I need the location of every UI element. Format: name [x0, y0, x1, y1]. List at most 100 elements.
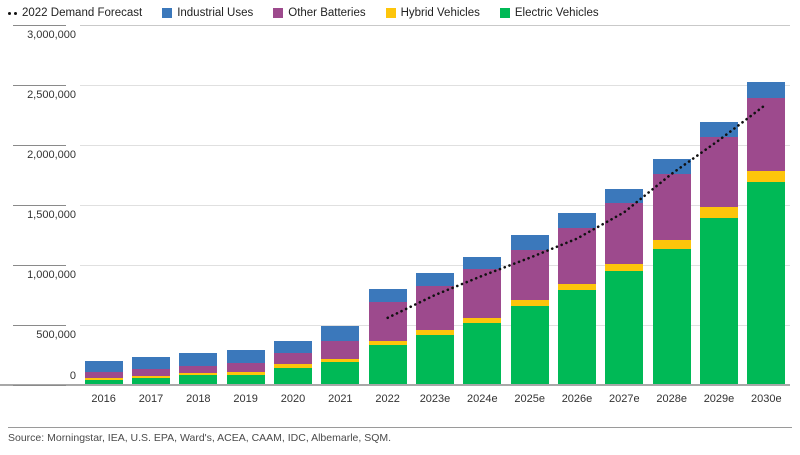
bar-2028e-electric-vehicles: [652, 248, 691, 385]
bar-2025e-industrial-uses: [510, 235, 549, 250]
gridline-1500000: [80, 205, 790, 206]
legend-swatch-icon: [385, 8, 396, 18]
y-axis-tick: [13, 145, 66, 146]
x-axis-label-2017: 2017: [138, 393, 164, 405]
gridline-2500000: [80, 85, 790, 86]
gridline-1000000: [80, 265, 790, 266]
legend-label: Hybrid Vehicles: [400, 7, 480, 19]
x-axis-label-2019: 2019: [233, 393, 258, 405]
bar-2023e-electric-vehicles: [416, 335, 454, 385]
y-axis-tick: [13, 265, 66, 266]
legend-label: Other Batteries: [288, 7, 366, 19]
bar-2016-other-batteries: [84, 372, 123, 379]
bar-2024e-other-batteries: [463, 269, 502, 319]
bar-2021-hybrid-vehicles: [321, 358, 360, 363]
bar-2018-industrial-uses: [179, 352, 218, 366]
bar-2020-electric-vehicles: [274, 367, 312, 385]
bar-2022-hybrid-vehicles: [368, 340, 407, 345]
x-axis-label-2028e: 2028e: [656, 393, 687, 405]
bar-2026e-electric-vehicles: [558, 290, 596, 385]
bar-2028e-hybrid-vehicles: [652, 240, 691, 249]
bar-2026e-hybrid-vehicles: [558, 283, 596, 291]
bar-2027e-electric-vehicles: [605, 271, 644, 385]
bar-2019-hybrid-vehicles: [226, 372, 265, 376]
bar-2030e-other-batteries: [747, 97, 786, 172]
y-axis-tick: [13, 205, 66, 206]
y-axis-tick: [13, 25, 66, 26]
bar-2025e-hybrid-vehicles: [510, 300, 549, 306]
y-axis-label: 1,000,000: [27, 269, 76, 281]
x-axis-label-2026e: 2026e: [561, 393, 593, 405]
x-axis-label-2016: 2016: [91, 393, 116, 405]
bar-2021-electric-vehicles: [321, 362, 360, 385]
bar-2019-other-batteries: [226, 362, 265, 373]
bar-2022-electric-vehicles: [368, 344, 407, 385]
bar-2017-electric-vehicles: [132, 377, 170, 385]
x-axis-label-2020: 2020: [280, 393, 306, 405]
legend-label: 2022 Demand Forecast: [22, 7, 143, 19]
legend-item-other-batteries: Other Batteries: [273, 7, 366, 19]
y-axis-tick: [13, 325, 66, 326]
bar-2024e-electric-vehicles: [463, 323, 502, 385]
bar-2030e-industrial-uses: [747, 82, 786, 98]
y-axis-label: 1,500,000: [27, 209, 76, 221]
bar-2016-hybrid-vehicles: [84, 378, 123, 380]
bar-2022-industrial-uses: [368, 289, 407, 303]
y-axis-tick: [13, 85, 66, 86]
bar-2024e-industrial-uses: [463, 256, 502, 270]
bar-2017-other-batteries: [132, 369, 170, 376]
bar-2022-other-batteries: [368, 302, 407, 341]
bar-2030e-electric-vehicles: [747, 181, 786, 385]
legend-item-electric-vehicles: Electric Vehicles: [499, 7, 599, 19]
bar-2020-other-batteries: [274, 352, 312, 364]
legend-item-industrial-uses: Industrial Uses: [162, 7, 253, 19]
bar-2029e-electric-vehicles: [700, 217, 738, 385]
gridline-3000000: [80, 25, 790, 26]
legend-label: Industrial Uses: [177, 7, 254, 19]
bar-2025e-electric-vehicles: [510, 305, 549, 385]
bar-2023e-other-batteries: [416, 286, 454, 331]
x-axis-label-2029e: 2029e: [703, 393, 735, 405]
bar-2017-hybrid-vehicles: [132, 376, 170, 378]
bar-2028e-industrial-uses: [652, 158, 691, 174]
x-axis-label-2030e: 2030e: [751, 393, 782, 405]
bar-2024e-hybrid-vehicles: [463, 318, 502, 324]
bar-2018-hybrid-vehicles: [179, 373, 218, 376]
bar-2019-industrial-uses: [226, 349, 265, 363]
bar-2023e-industrial-uses: [416, 272, 454, 286]
legend-label: Electric Vehicles: [514, 7, 599, 19]
bar-2027e-industrial-uses: [605, 188, 644, 204]
x-axis-label-2021: 2021: [328, 393, 353, 405]
x-axis-label-2023e: 2023e: [419, 393, 451, 405]
x-axis-baseline: [0, 384, 790, 386]
dotted-line-icon: [8, 11, 17, 15]
y-axis-label: 500,000: [36, 329, 76, 341]
bar-2019-electric-vehicles: [226, 375, 265, 385]
bar-2030e-hybrid-vehicles: [747, 171, 786, 182]
bar-2018-other-batteries: [179, 365, 218, 373]
bar-2016-industrial-uses: [84, 361, 123, 373]
bar-2021-other-batteries: [321, 340, 360, 359]
legend-item-hybrid-vehicles: Hybrid Vehicles: [385, 7, 480, 19]
legend-swatch-icon: [162, 8, 173, 18]
x-axis-label-2018: 2018: [186, 393, 211, 405]
bar-2029e-hybrid-vehicles: [700, 207, 738, 218]
plot-area: [80, 25, 790, 385]
x-axis-label-2022: 2022: [375, 393, 400, 405]
legend-swatch-icon: [499, 8, 510, 18]
bar-2027e-other-batteries: [605, 203, 644, 265]
y-axis-tick: [13, 385, 66, 386]
x-axis-label-2027e: 2027e: [609, 393, 640, 405]
x-axis-label-2025e: 2025e: [514, 393, 545, 405]
legend-item-forecast: 2022 Demand Forecast: [8, 7, 142, 19]
legend-swatch-icon: [273, 8, 284, 18]
bar-2016-electric-vehicles: [84, 379, 123, 385]
forecast-dotted-line: [386, 102, 768, 320]
bar-2021-industrial-uses: [321, 326, 360, 341]
bar-2020-hybrid-vehicles: [274, 364, 312, 368]
y-axis-label: 2,000,000: [27, 149, 76, 161]
y-axis-label: 0: [69, 370, 76, 382]
gridline-2000000: [80, 145, 790, 146]
bar-2029e-industrial-uses: [700, 121, 738, 138]
